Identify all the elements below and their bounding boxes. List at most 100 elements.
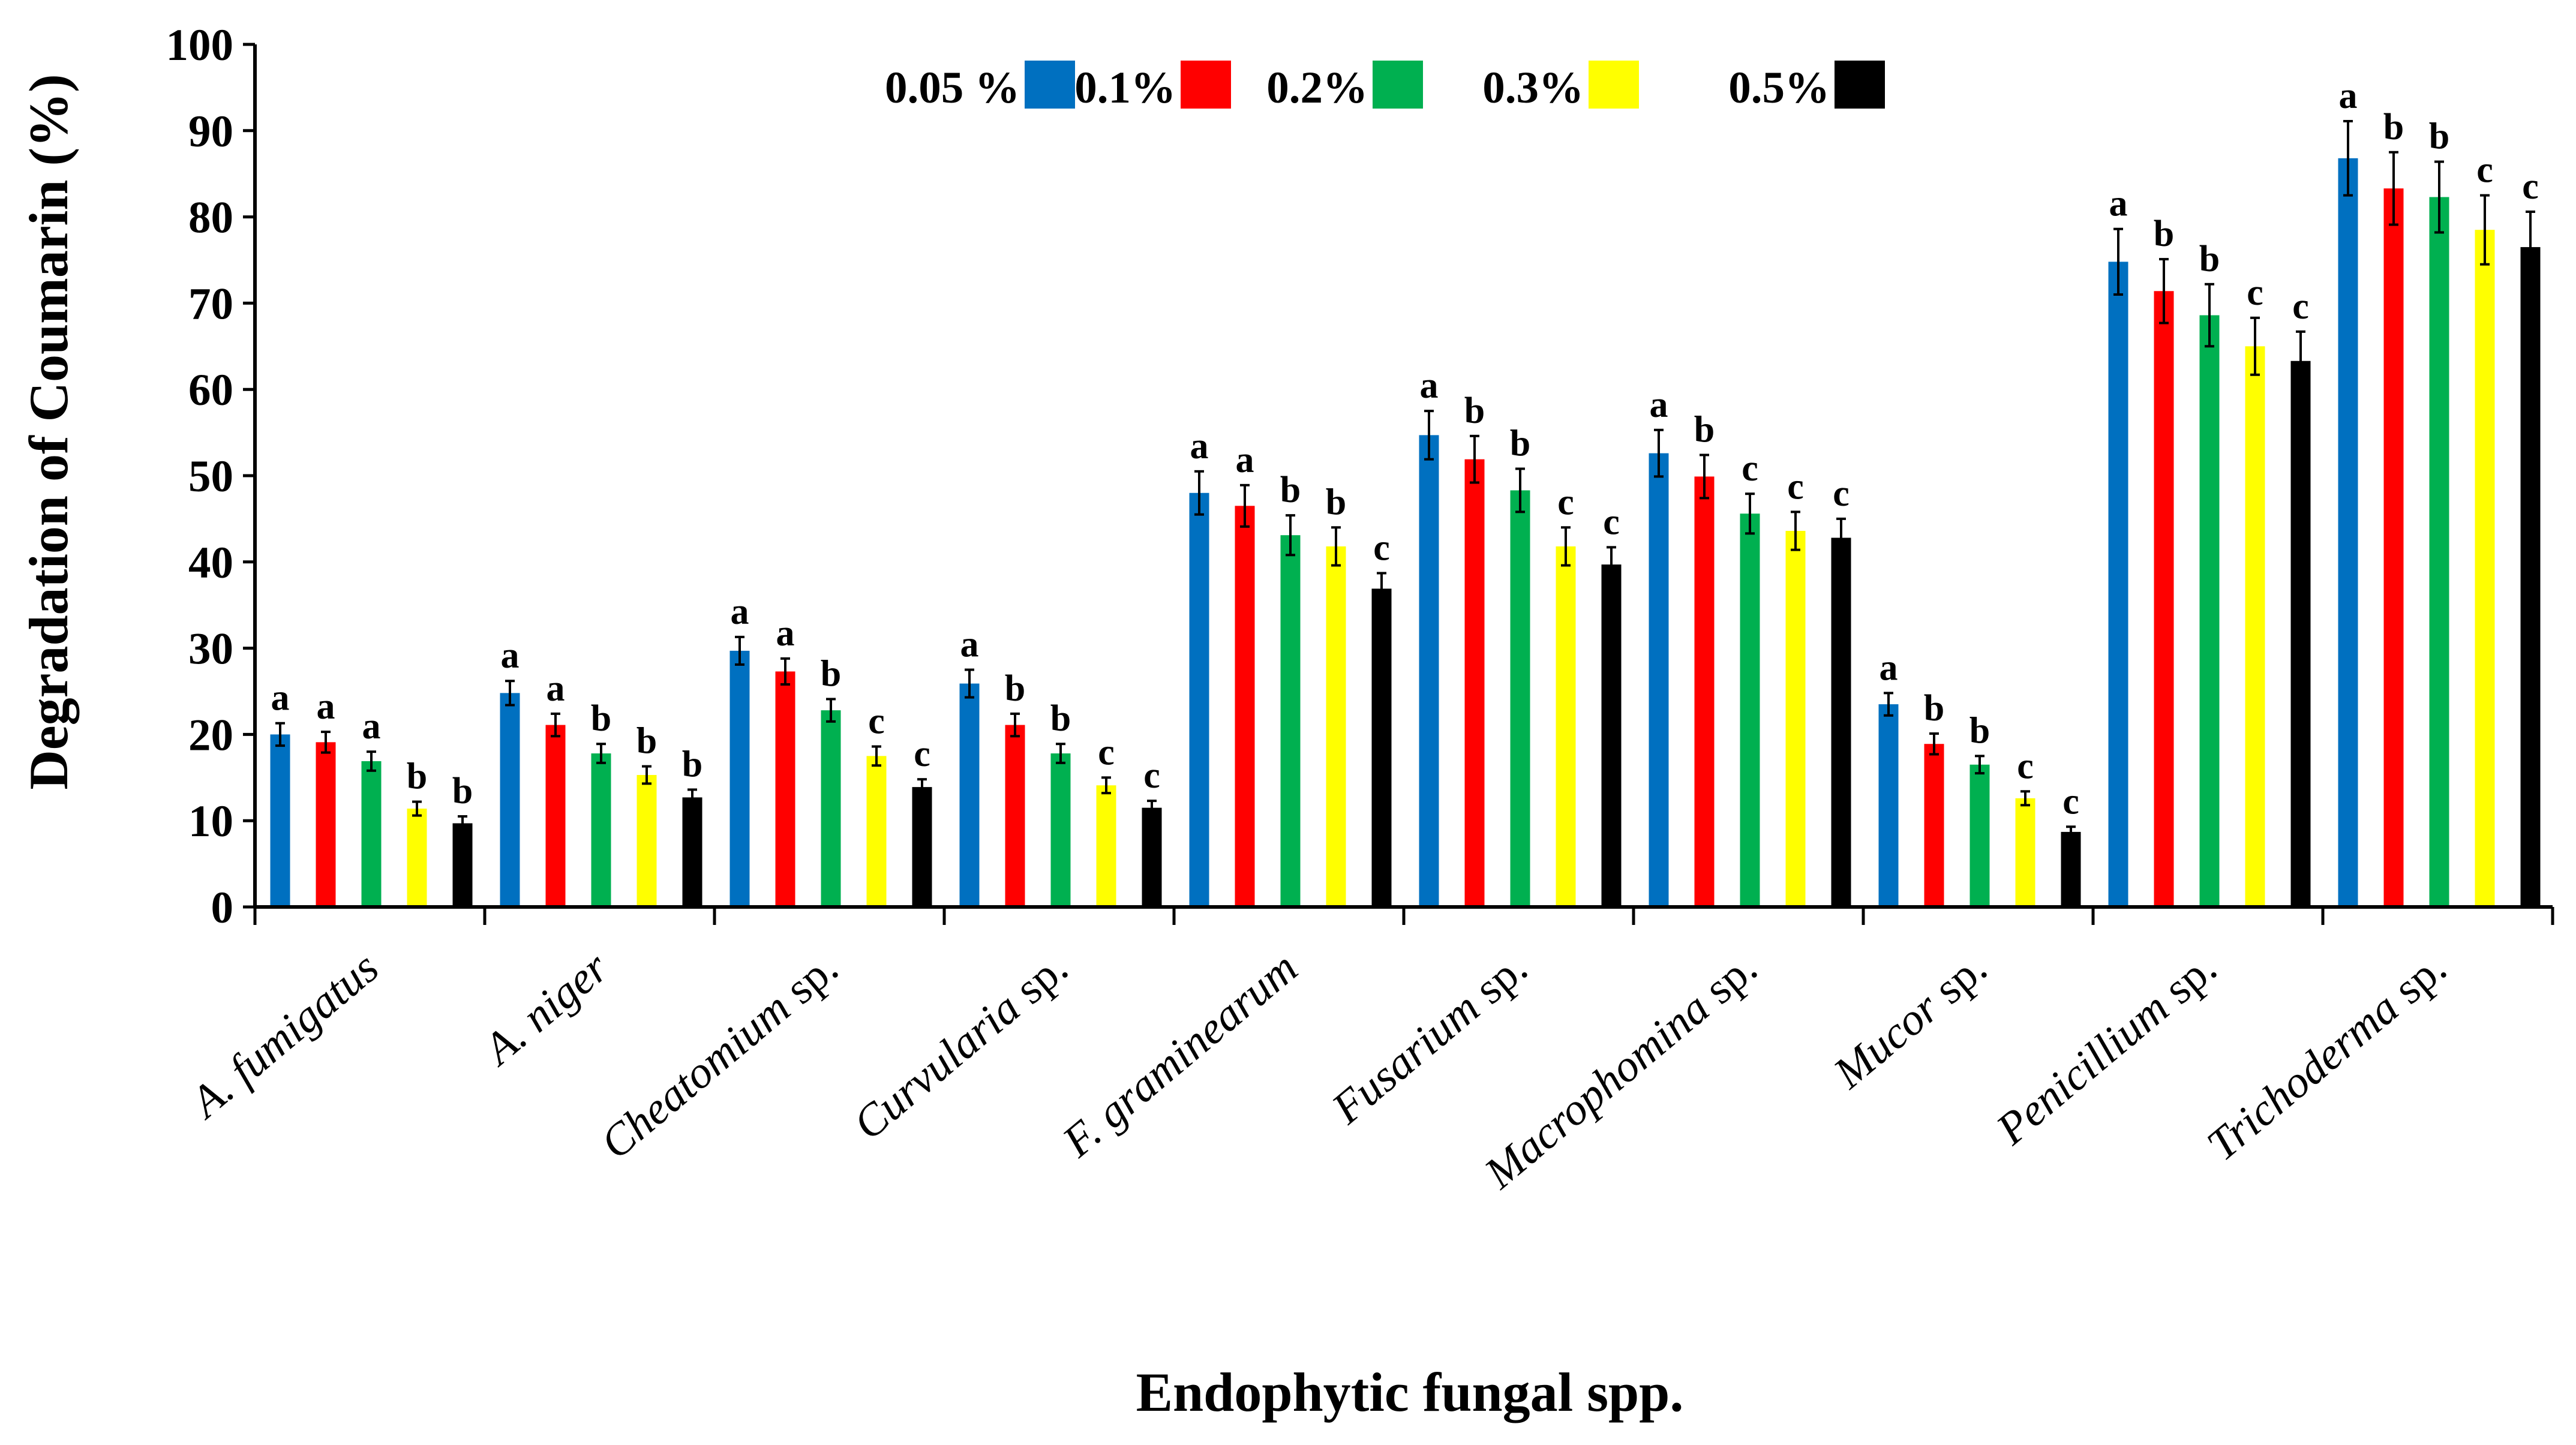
- bar: [2290, 361, 2311, 907]
- bar: [1096, 785, 1116, 907]
- significance-letter: b: [1510, 423, 1530, 464]
- bar: [1878, 704, 1899, 907]
- x-category-label-name: A. niger: [472, 942, 618, 1076]
- legend-item: 0.2%: [1266, 61, 1423, 113]
- y-axis-ticks: 0 10 20 30 40 50 60 70 80 90 100: [166, 20, 255, 933]
- bar: [2015, 798, 2035, 907]
- bar: [2383, 188, 2404, 907]
- bar: [452, 823, 473, 907]
- bar: [637, 774, 657, 907]
- significance-letter: c: [1143, 755, 1160, 796]
- legend: 0.05 % 0.1% 0.2% 0.3% 0.5%: [885, 61, 1885, 113]
- bar-group: a a ab b: [270, 678, 473, 907]
- significance-letter: b: [1005, 668, 1025, 709]
- bar: [821, 710, 841, 907]
- legend-swatch: [1589, 61, 1639, 109]
- significance-letter: c: [1603, 501, 1620, 542]
- y-tick-label: 70: [188, 279, 233, 329]
- significance-letter: c: [1373, 527, 1390, 568]
- legend-item: 0.1%: [1074, 61, 1231, 113]
- significance-letter: a: [1236, 440, 1254, 480]
- bar: [1649, 453, 1669, 907]
- significance-letter: c: [2062, 781, 2079, 822]
- significance-letter: b: [1924, 688, 1944, 729]
- significance-letter: c: [2292, 286, 2309, 327]
- significance-letter: a: [317, 686, 335, 727]
- bar: [591, 753, 611, 907]
- legend-swatch: [1025, 61, 1075, 109]
- x-axis-title: Endophytic fungal spp.: [1136, 1362, 1684, 1423]
- legend-label: 0.05 %: [885, 63, 1020, 113]
- bar: [912, 787, 932, 907]
- bar: [1694, 476, 1715, 907]
- significance-letter: a: [1420, 365, 1439, 406]
- significance-letter: c: [2247, 272, 2263, 313]
- bar: [1050, 753, 1071, 907]
- x-category-label-name: Curvularia: [844, 983, 1029, 1149]
- bar: [1831, 537, 1851, 907]
- y-tick-label: 40: [188, 538, 233, 588]
- bar: [1740, 513, 1760, 907]
- bar: [682, 797, 702, 907]
- significance-letter: c: [2476, 150, 2493, 191]
- significance-letter: a: [547, 668, 565, 709]
- significance-letter: c: [2522, 166, 2539, 207]
- bar: [1280, 535, 1301, 907]
- y-tick-label: 0: [211, 883, 234, 933]
- significance-letter: b: [452, 771, 473, 812]
- legend-swatch: [1373, 61, 1423, 109]
- significance-letter: b: [2154, 214, 2174, 254]
- x-category-label: Penicillium sp.: [1987, 942, 2226, 1154]
- x-category-label-name: Cheatomium: [592, 983, 800, 1168]
- significance-letter: b: [1326, 482, 1346, 522]
- bar: [2199, 315, 2220, 907]
- bar: [1142, 807, 1162, 907]
- y-tick-label: 30: [188, 624, 233, 674]
- x-category-label-name: Macrophomina: [1475, 983, 1719, 1198]
- legend-item: 0.3%: [1482, 61, 1639, 113]
- bar: [1464, 459, 1485, 907]
- significance-letter: c: [1557, 482, 1574, 522]
- y-tick-label: 20: [188, 710, 233, 760]
- significance-letter: b: [1969, 710, 1990, 751]
- significance-letter: a: [362, 706, 381, 747]
- x-category-label-name: Trichoderma: [2198, 983, 2408, 1170]
- bar: [500, 693, 520, 907]
- significance-letter: c: [1742, 448, 1758, 489]
- y-tick-label: 60: [188, 365, 233, 415]
- significance-letter: a: [501, 635, 520, 676]
- bar: [959, 683, 980, 907]
- y-tick-label: 50: [188, 452, 233, 501]
- y-axis-title: Degradation of Coumarin (%): [18, 74, 79, 789]
- bar-group: abc c c: [1649, 384, 1851, 907]
- bar: [1785, 531, 1806, 907]
- bar: [729, 650, 750, 907]
- significance-letter: c: [1787, 466, 1804, 507]
- legend-item: 0.5%: [1728, 61, 1885, 113]
- bar: [1235, 506, 1255, 907]
- legend-item: 0.05 %: [885, 61, 1075, 113]
- significance-letter: b: [1464, 390, 1485, 431]
- bar: [361, 761, 382, 907]
- y-tick-label: 90: [188, 107, 233, 157]
- bar: [1371, 588, 1392, 907]
- bar: [2429, 197, 2449, 907]
- x-category-label-name: Fusarium: [1322, 983, 1489, 1134]
- bar: [407, 809, 427, 907]
- significance-letter: b: [1280, 470, 1301, 510]
- significance-letter: a: [2109, 184, 2128, 224]
- significance-letter: c: [868, 701, 885, 742]
- y-tick-label: 100: [166, 20, 234, 70]
- significance-letter: b: [682, 744, 702, 785]
- significance-letter: b: [407, 756, 427, 797]
- bar: [775, 671, 795, 907]
- legend-swatch: [1835, 61, 1885, 109]
